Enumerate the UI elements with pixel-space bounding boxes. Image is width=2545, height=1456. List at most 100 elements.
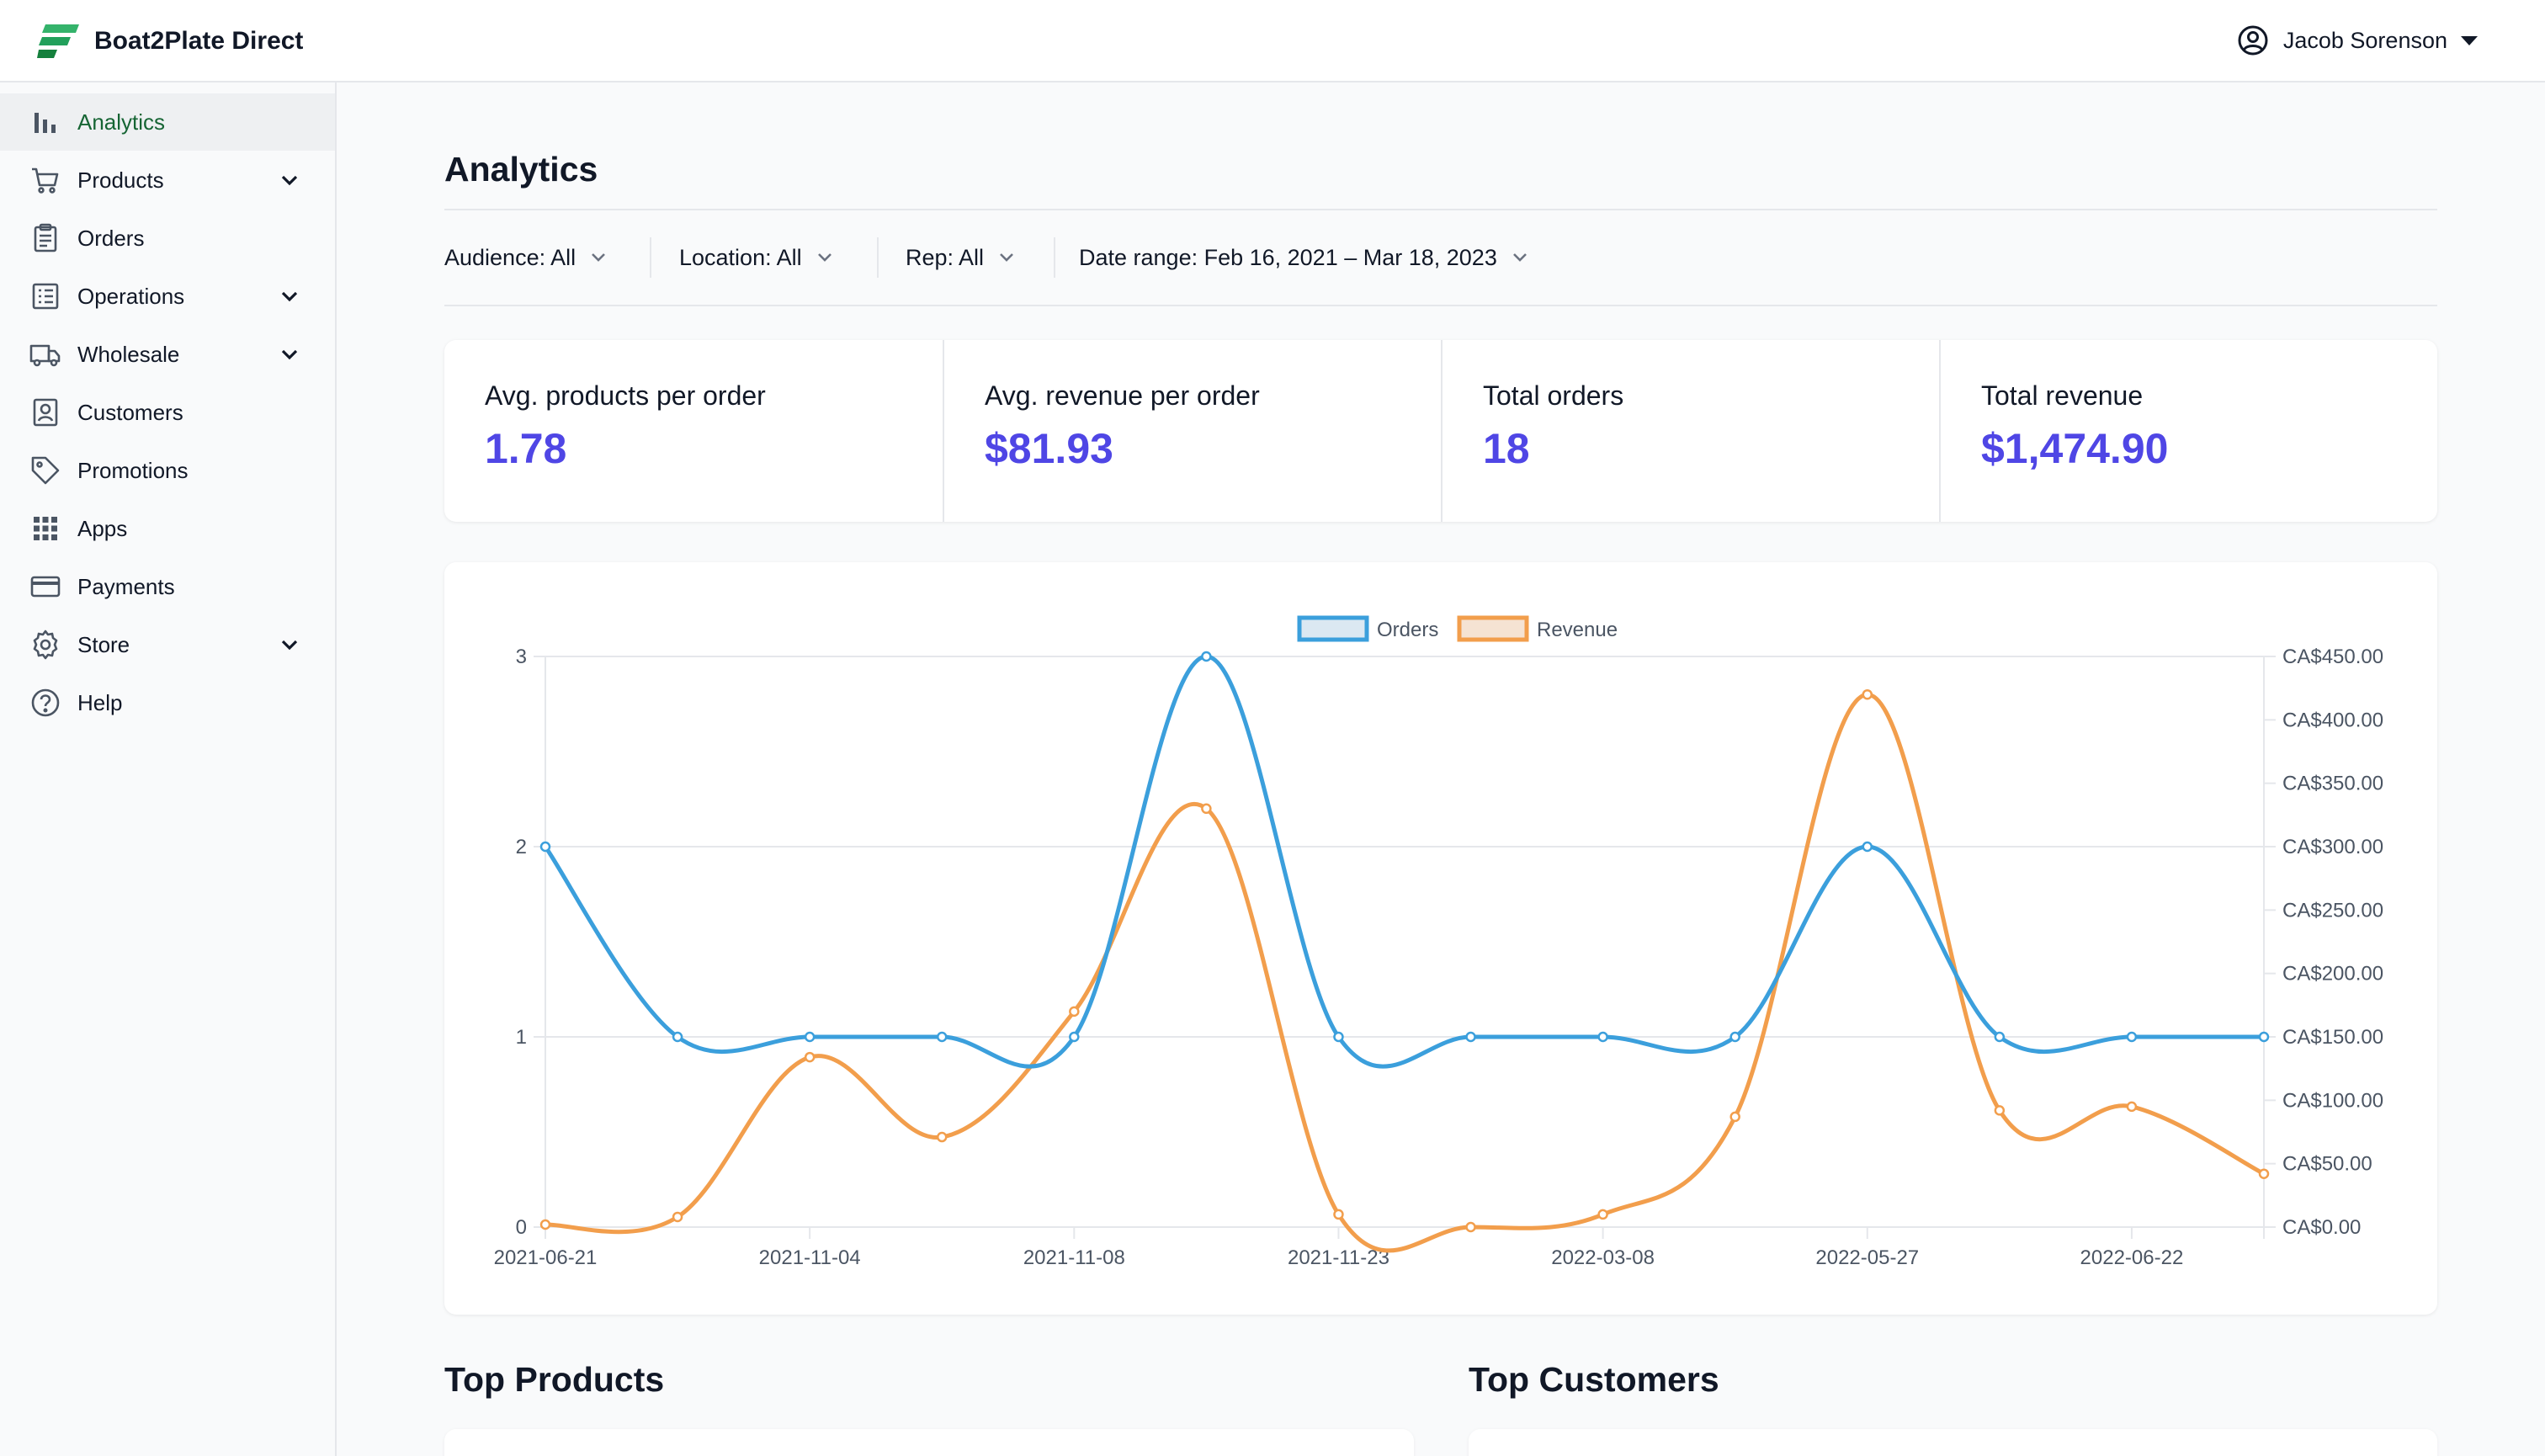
sidebar-item-help[interactable]: Help bbox=[0, 674, 335, 731]
rep-filter[interactable]: Rep: All bbox=[906, 239, 1017, 276]
data-point-orders bbox=[1333, 1031, 1344, 1043]
y-right-tick-label: CA$300.00 bbox=[2282, 836, 2383, 858]
data-point-orders bbox=[539, 841, 551, 853]
x-tick-label: 2022-03-08 bbox=[1551, 1246, 1655, 1269]
page-title: Analytics bbox=[444, 150, 598, 189]
sidebar-item-label: Wholesale bbox=[77, 341, 180, 367]
top-products-card bbox=[444, 1429, 1414, 1456]
data-point-revenue bbox=[1994, 1105, 2006, 1116]
data-point-orders bbox=[1994, 1031, 2006, 1043]
sidebar-item-label: Orders bbox=[77, 225, 145, 251]
filter-divider bbox=[1054, 237, 1055, 278]
audience-filter-label: Audience: All bbox=[444, 244, 576, 270]
chevron-down-icon bbox=[1512, 253, 1527, 262]
data-point-revenue bbox=[936, 1131, 948, 1143]
data-point-orders bbox=[804, 1031, 816, 1043]
chevron-down-icon[interactable] bbox=[274, 339, 305, 369]
audience-filter[interactable]: Audience: All bbox=[444, 239, 609, 276]
data-point-revenue bbox=[1465, 1221, 1476, 1233]
stat-value: $1,474.90 bbox=[1981, 425, 2169, 472]
data-point-revenue bbox=[1597, 1209, 1608, 1220]
sidebar: Analytics Products Orders Operations Who… bbox=[0, 82, 337, 1456]
chevron-down-icon[interactable] bbox=[274, 281, 305, 311]
sidebar-item-payments[interactable]: Payments bbox=[0, 558, 335, 615]
sidebar-item-label: Operations bbox=[77, 283, 185, 309]
data-point-orders bbox=[936, 1031, 948, 1043]
tag-icon bbox=[29, 454, 62, 487]
stat-value: 1.78 bbox=[485, 425, 567, 472]
sidebar-item-wholesale[interactable]: Wholesale bbox=[0, 326, 335, 383]
clipboard-icon bbox=[29, 221, 62, 255]
y-left-tick-label: 1 bbox=[516, 1026, 527, 1049]
data-point-revenue bbox=[1333, 1209, 1344, 1220]
date-range-filter-label: Date range: Feb 16, 2021 – Mar 18, 2023 bbox=[1079, 244, 1497, 270]
divider bbox=[444, 305, 2437, 306]
data-point-revenue bbox=[1862, 688, 1873, 700]
cart-icon bbox=[29, 163, 62, 197]
y-right-tick-label: CA$400.00 bbox=[2282, 709, 2383, 731]
chevron-down-icon[interactable] bbox=[274, 630, 305, 660]
sidebar-item-customers[interactable]: Customers bbox=[0, 384, 335, 441]
stat-label: Total orders bbox=[1483, 380, 1624, 411]
data-point-orders bbox=[2258, 1031, 2270, 1043]
x-tick-label: 2021-11-08 bbox=[1023, 1246, 1125, 1269]
y-right-tick-label: CA$150.00 bbox=[2282, 1026, 2383, 1049]
chevron-down-icon[interactable] bbox=[274, 165, 305, 195]
data-point-revenue bbox=[1069, 1006, 1080, 1018]
x-tick-label: 2021-11-04 bbox=[759, 1246, 861, 1269]
y-right-tick-label: CA$100.00 bbox=[2282, 1089, 2383, 1112]
stat-label: Avg. revenue per order bbox=[985, 380, 1260, 411]
data-point-revenue bbox=[2258, 1168, 2270, 1179]
series-line-revenue bbox=[545, 692, 2266, 1253]
x-tick-label: 2022-05-27 bbox=[1815, 1246, 1919, 1269]
data-point-orders bbox=[1201, 651, 1212, 662]
sidebar-item-orders[interactable]: Orders bbox=[0, 210, 335, 267]
contact-icon bbox=[29, 396, 62, 429]
credit-card-icon bbox=[29, 570, 62, 603]
rep-filter-label: Rep: All bbox=[906, 244, 985, 270]
gear-icon bbox=[29, 628, 62, 662]
stats-card: Avg. products per order 1.78 Avg. revenu… bbox=[444, 340, 2437, 522]
sidebar-item-label: Customers bbox=[77, 399, 183, 425]
sidebar-item-products[interactable]: Products bbox=[0, 151, 335, 209]
y-right-tick-label: CA$50.00 bbox=[2282, 1153, 2372, 1176]
sidebar-item-store[interactable]: Store bbox=[0, 616, 335, 673]
top-customers-title: Top Customers bbox=[1469, 1360, 1719, 1399]
caret-down-icon bbox=[2461, 35, 2478, 45]
user-circle-icon bbox=[2238, 25, 2268, 56]
data-point-revenue bbox=[2126, 1101, 2138, 1113]
series-line-orders bbox=[543, 654, 2264, 1069]
y-right-tick-label: CA$350.00 bbox=[2282, 773, 2383, 795]
sidebar-item-apps[interactable]: Apps bbox=[0, 500, 335, 557]
orders-revenue-chart: 0 1 2 3 CA$0.00 CA$50.00 CA$100.00 CA$150.00 CA$… bbox=[494, 615, 2383, 1269]
data-point-orders bbox=[1069, 1031, 1080, 1043]
filter-divider bbox=[650, 237, 651, 278]
data-point-revenue bbox=[539, 1219, 551, 1230]
data-point-revenue bbox=[672, 1211, 683, 1223]
data-point-orders bbox=[1465, 1031, 1476, 1043]
data-point-revenue bbox=[804, 1051, 816, 1063]
help-circle-icon bbox=[29, 686, 62, 720]
stat-avg-revenue-per-order: Avg. revenue per order $81.93 bbox=[943, 340, 1441, 522]
stat-avg-products-per-order: Avg. products per order 1.78 bbox=[444, 340, 943, 522]
sidebar-item-operations[interactable]: Operations bbox=[0, 268, 335, 325]
top-products-title: Top Products bbox=[444, 1360, 665, 1399]
chevron-down-icon bbox=[1000, 253, 1013, 262]
sidebar-item-analytics[interactable]: Analytics bbox=[0, 93, 335, 151]
brand[interactable]: Boat2Plate Direct bbox=[37, 20, 303, 62]
date-range-filter[interactable]: Date range: Feb 16, 2021 – Mar 18, 2023 bbox=[1079, 239, 1531, 276]
user-menu[interactable]: Jacob Sorenson bbox=[2236, 22, 2478, 59]
sidebar-item-label: Apps bbox=[77, 515, 128, 541]
sidebar-item-promotions[interactable]: Promotions bbox=[0, 442, 335, 499]
data-point-revenue bbox=[1729, 1111, 1740, 1123]
y-left-tick-label: 0 bbox=[516, 1216, 527, 1239]
y-left-tick-label: 2 bbox=[516, 836, 527, 858]
checklist-icon bbox=[29, 279, 62, 313]
sidebar-item-label: Help bbox=[77, 689, 123, 715]
brand-logo-icon bbox=[37, 24, 79, 58]
location-filter[interactable]: Location: All bbox=[679, 239, 836, 276]
stat-value: $81.93 bbox=[985, 425, 1113, 472]
brand-name: Boat2Plate Direct bbox=[94, 27, 304, 55]
y-left-tick-label: 3 bbox=[516, 646, 527, 668]
sidebar-item-label: Store bbox=[77, 631, 130, 657]
